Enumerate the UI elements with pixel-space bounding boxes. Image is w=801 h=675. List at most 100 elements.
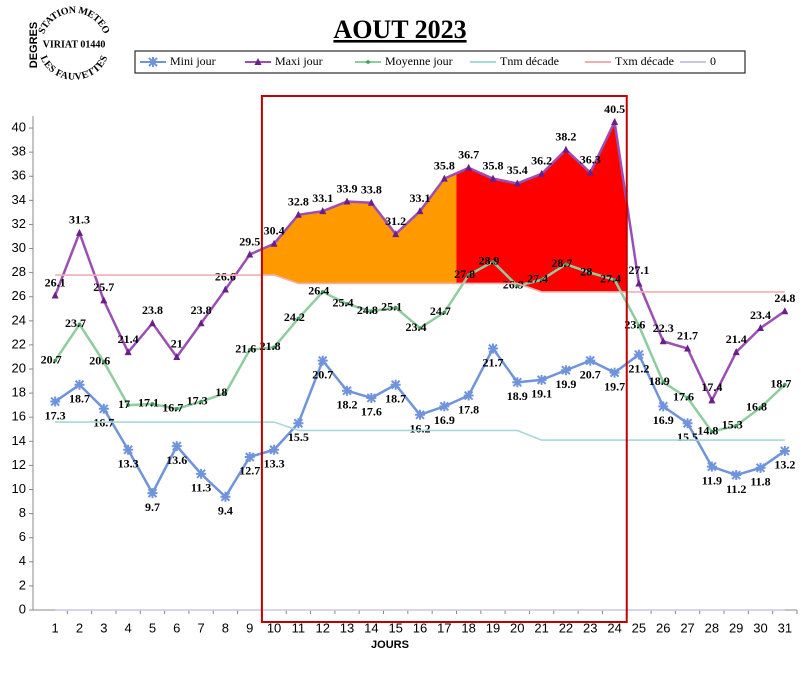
value-label: 11.2 (726, 482, 746, 496)
star-stroke (487, 343, 498, 354)
value-label: 23.4 (750, 308, 771, 322)
legend-label: 0 (710, 54, 716, 68)
point (440, 174, 448, 182)
star-stroke (439, 401, 450, 412)
value-label: 17.8 (458, 402, 479, 416)
value-label: 26.4 (308, 284, 329, 298)
point (536, 374, 547, 385)
point (685, 396, 690, 400)
point (150, 402, 155, 406)
x-tick-label: 13 (340, 620, 354, 635)
point (320, 290, 325, 294)
point (51, 291, 59, 299)
point (659, 337, 667, 345)
x-tick-label: 15 (388, 620, 402, 635)
point (392, 230, 400, 238)
x-tick-label: 26 (656, 620, 670, 635)
value-label: 9.7 (145, 500, 160, 514)
value-label: 27.4 (527, 272, 548, 286)
series-line (55, 274, 785, 293)
point (77, 322, 82, 327)
value-label: 16.8 (746, 399, 767, 413)
point (171, 441, 182, 452)
value-label: 21.8 (260, 339, 281, 353)
star-stroke (560, 365, 571, 376)
value-label: 32.8 (288, 195, 309, 209)
point (465, 163, 473, 171)
y-tick-label: 20 (12, 360, 26, 375)
point (658, 401, 669, 412)
x-tick-label: 19 (486, 620, 500, 635)
value-label: 31.3 (69, 213, 90, 227)
point (197, 319, 205, 327)
value-label: 18.2 (337, 397, 358, 411)
point (463, 390, 474, 401)
star-stroke (171, 441, 182, 452)
point (538, 169, 546, 177)
point (682, 418, 693, 429)
value-label: 27.4 (600, 272, 621, 286)
point (515, 284, 520, 288)
y-tick-label: 12 (12, 457, 26, 472)
x-tick-label: 31 (778, 620, 792, 635)
value-label: 16.2 (410, 422, 431, 436)
point (223, 391, 228, 395)
point (369, 309, 374, 313)
value-label: 18.7 (69, 391, 90, 405)
value-label: 13.6 (166, 453, 187, 467)
x-tick-label: 17 (437, 620, 451, 635)
point (367, 198, 375, 206)
x-tick-label: 22 (559, 620, 573, 635)
y-tick-label: 2 (19, 577, 26, 592)
x-tick-label: 3 (100, 620, 107, 635)
point (708, 396, 716, 404)
point (244, 451, 255, 462)
value-label: 18.9 (507, 389, 528, 403)
star-stroke (633, 349, 644, 360)
value-label: 33.9 (337, 181, 358, 195)
value-label: 21.7 (482, 355, 503, 369)
legend-box (134, 50, 746, 74)
y-tick-label: 28 (12, 264, 26, 279)
fill-band (261, 173, 457, 284)
star-stroke (269, 444, 280, 455)
star-stroke (50, 396, 61, 407)
y-tick-label: 16 (12, 409, 26, 424)
point (342, 385, 353, 396)
star-stroke (658, 401, 669, 412)
point (174, 406, 179, 411)
value-label: 19.1 (531, 387, 552, 401)
value-label: 18 (215, 385, 227, 399)
star-stroke (98, 403, 109, 414)
value-label: 24.7 (430, 304, 451, 318)
star-stroke (512, 377, 523, 388)
x-tick-label: 12 (315, 620, 329, 635)
value-label: 17.3 (187, 393, 208, 407)
value-label: 13.3 (264, 457, 285, 471)
chart-title: AOUT 2023 (333, 15, 466, 44)
value-label: 15.5 (677, 430, 698, 444)
point (126, 403, 130, 407)
point (246, 250, 254, 258)
x-tick-label: 30 (753, 620, 767, 635)
point (491, 259, 495, 264)
value-label: 11.8 (750, 475, 770, 489)
x-tick-label: 29 (729, 620, 743, 635)
value-label: 29.5 (239, 234, 260, 248)
x-tick-label: 8 (222, 620, 229, 635)
value-label: 36.7 (458, 148, 479, 162)
value-label: 11.3 (191, 481, 211, 495)
value-label: 40.5 (604, 102, 625, 116)
value-label: 16.7 (162, 401, 183, 415)
value-label: 36.3 (580, 152, 601, 166)
star-stroke (123, 444, 134, 455)
value-label: 23.8 (191, 303, 212, 317)
logo-top-text: STATION METEO (37, 5, 112, 36)
point (439, 401, 450, 412)
point (272, 345, 276, 350)
point (586, 168, 594, 176)
value-label: 16.9 (434, 413, 455, 427)
point (612, 278, 617, 282)
legend-label: Maxi jour (275, 54, 323, 68)
x-tick-label: 4 (125, 620, 132, 635)
